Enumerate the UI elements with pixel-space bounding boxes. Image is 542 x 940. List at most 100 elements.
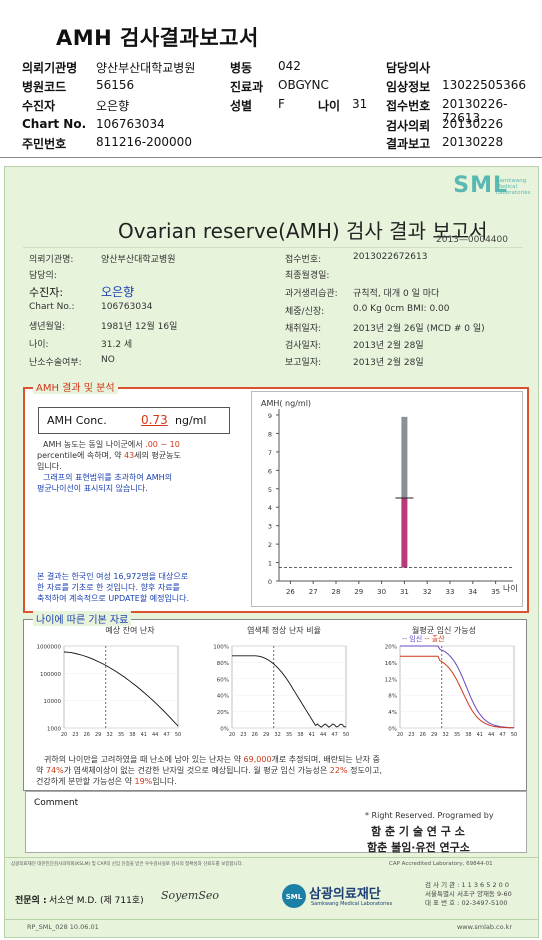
y-tick-label: 2 (268, 541, 272, 549)
cap-text: CAP Accredited Laboratory, 69844-01 (389, 861, 493, 867)
info-label: 채취일자: (285, 324, 322, 334)
basic-section-title: 나이에 따른 기본 자료 (33, 611, 132, 626)
mini-chart-normal-eggs: 100% 80% 60% 40% 20% 0%20 23 26 29 32 35 38 41 44 47 50 (213, 645, 349, 739)
amh-conc-label: AMH Conc. (47, 414, 107, 427)
x-tick-label: 44 (488, 732, 494, 738)
label-patient: 수진자 (22, 99, 56, 113)
comment-box: Comment (25, 791, 527, 853)
info-label: 생년월일: (29, 322, 66, 332)
info-value-patient: 오은향 (101, 285, 135, 299)
amh-concentration-box: AMH Conc. 0.73 ng/ml (38, 407, 230, 434)
x-tick-label: 50 (175, 732, 181, 738)
x-tick-label: 38 (129, 732, 135, 738)
x-tick-label: 35 (118, 732, 124, 738)
summary-text: 귀하의 나이만을 고려하였을 때 난소에 남아 있는 난자는 약 69,000개… (32, 754, 522, 787)
value-clinical-info: 13022505366 (442, 78, 526, 92)
amh-analysis-text: AMH 농도는 동일 나이군에서 .00 ~ 10 percentile에 속하… (37, 439, 237, 494)
analysis-percentile: .00 ~ 10 (145, 440, 180, 449)
y-tick-label: 3 (268, 523, 272, 531)
x-tick-label: 47 (163, 732, 169, 738)
plot-area (231, 645, 347, 729)
info-value: 1981년 12월 16일 (101, 322, 178, 332)
y-tick-label: 60% (217, 677, 229, 683)
label-chart-no: Chart No. (22, 117, 87, 131)
x-tick-label: 38 (297, 732, 303, 738)
amh-conc-value: 0.73 (141, 413, 168, 427)
y-tick-label: 9 (268, 412, 272, 420)
y-tick-label: 100000 (40, 672, 61, 678)
y-tick-label: 0 (268, 578, 272, 586)
y-tick-label: 8% (388, 694, 397, 700)
x-tick-label: 31 (400, 588, 409, 596)
value-receipt-no: 20130226-72613 (442, 97, 508, 125)
analysis-line: 세의 평균농도 (134, 451, 181, 460)
x-tick-label: 50 (343, 732, 349, 738)
info-value: 0.0 Kg 0cm BMI: 0.00 (353, 304, 450, 314)
y-tick-label: 20% (217, 710, 229, 716)
label-age: 나이 (318, 99, 341, 113)
contact-line: 검 사 기 관 : 1 1 3 6 5 2 0 0 (425, 881, 509, 889)
svg-text:SML: SML (286, 893, 303, 901)
y-tick-label: 10000 (44, 699, 62, 705)
note-line: 본 결과는 한국인 여성 16,972명을 대상으로 (37, 572, 189, 581)
x-tick-label: 47 (499, 732, 505, 738)
x-tick-label: 20 (397, 732, 403, 738)
y-tick-label: 80% (217, 661, 229, 667)
y-tick-label: 12% (385, 677, 397, 683)
data-source-note: 본 결과는 한국인 여성 16,972명을 대상으로 한 자료를 기초로 한 것… (37, 571, 242, 604)
note-line: 축적하여 계속적으로 UPDATE할 예정입니다. (37, 594, 190, 603)
label-department: 진료과 (230, 80, 264, 94)
label-hospital-code: 병원코드 (22, 80, 67, 94)
amh-result-box: AMH Conc. 0.73 ng/ml AMH 농도는 동일 나이군에서 .0… (23, 387, 529, 613)
x-tick-label: 32 (442, 732, 448, 738)
x-tick-label: 29 (263, 732, 269, 738)
note-line: 한 자료를 기초로 한 것입니다. 향후 자료를 (37, 583, 180, 592)
summary-line: 개로 추정되며, 배란되는 난자 중 (271, 755, 380, 764)
info-label: 과거생리습관: (285, 289, 338, 299)
remaining-eggs-curve (63, 651, 179, 727)
info-value: 2013년 2월 28일 (353, 341, 424, 351)
info-label: 체중/신장: (285, 307, 325, 317)
legend-pregnancy: 임신 (409, 635, 423, 643)
analysis-line: 입니다. (37, 462, 62, 471)
sml-logo-subtitle: Samkwang Medical Laboratories (496, 178, 531, 196)
value-chart-no: 106763034 (96, 117, 165, 131)
header-divider (0, 157, 542, 158)
value-ward: 042 (278, 59, 301, 73)
value-hospital-code: 56156 (96, 78, 135, 92)
y-tick-label: 4% (388, 710, 397, 716)
value-patient: 오은향 (96, 99, 130, 113)
x-tick-label: 47 (331, 732, 337, 738)
normal-eggs-curve (232, 655, 347, 728)
legend-birth: 출산 (431, 635, 445, 643)
label-requesting-institution: 의뢰기관명 (22, 61, 78, 75)
bar-upper-range (401, 416, 408, 498)
chart-ylabel: AMH( ng/ml) (261, 399, 311, 408)
basic-data-box: 예상 잔여 난자 1000000 100000 10000 1000 20 23 26 29 3… (23, 619, 527, 791)
x-tick-label: 50 (511, 732, 517, 738)
analysis-line: AMH 농도는 동일 나이군에서 (43, 440, 143, 449)
analysis-note: 그래프의 표현범위를 초과하여 AMH의 (43, 473, 173, 482)
info-label: 접수번호: (285, 255, 322, 265)
y-tick-label: 0% (388, 727, 397, 733)
label-ward: 병동 (230, 61, 253, 75)
y-tick-label: 1 (268, 560, 272, 568)
x-tick-label: 41 (309, 732, 315, 738)
report-number: 2013—0004400 (436, 235, 508, 245)
info-label: 난소수술여부: (29, 358, 82, 368)
title-divider (23, 247, 523, 248)
pregnancy-curve (400, 645, 514, 729)
summary-line: 건강하게 분만할 가능성은 약 (36, 777, 132, 786)
form-number: RP_SML_028 10.06.01 (27, 923, 99, 931)
contact-info: 검 사 기 관 : 1 1 3 6 5 2 0 0 서울특별시 서초구 양재동 … (425, 881, 512, 908)
x-tick-label: 44 (320, 732, 326, 738)
x-tick-label: 29 (354, 588, 363, 596)
x-tick-label: 34 (468, 588, 477, 596)
info-value: 2013년 2월 28일 (353, 358, 424, 368)
website: www.smlab.co.kr (456, 923, 512, 931)
summary-eggs: 69,000 (243, 755, 272, 764)
info-label: 보고일자: (285, 358, 322, 368)
x-tick-label: 23 (408, 732, 414, 738)
label-result-report: 결과보고 (386, 137, 431, 151)
